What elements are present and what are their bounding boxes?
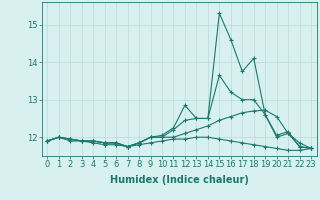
X-axis label: Humidex (Indice chaleur): Humidex (Indice chaleur) [110, 175, 249, 185]
